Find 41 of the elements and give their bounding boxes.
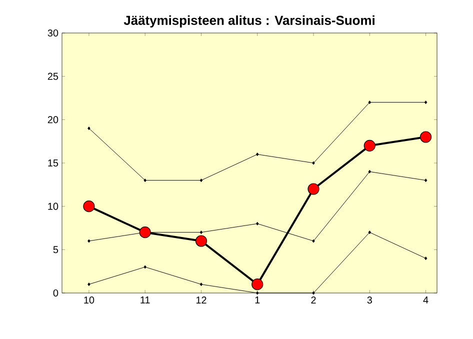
point — [88, 282, 90, 286]
y-tick-label: 25 — [48, 72, 58, 80]
point — [83, 200, 95, 212]
point — [256, 152, 259, 156]
point — [256, 291, 259, 295]
y-tick-label: 5 — [53, 246, 58, 254]
x-tick-label: 4 — [423, 296, 428, 304]
point — [200, 282, 203, 286]
point — [368, 170, 372, 174]
point — [88, 239, 90, 243]
point — [312, 291, 315, 295]
point — [368, 100, 372, 104]
point — [424, 256, 428, 260]
point — [368, 230, 372, 234]
point — [144, 178, 146, 182]
point — [200, 230, 203, 234]
x-tick-label: 1 — [255, 296, 260, 304]
x-tick-label: 12 — [196, 296, 206, 304]
point — [144, 265, 146, 269]
y-tick-label: 15 — [48, 160, 58, 166]
y-tick-label: 20 — [48, 116, 58, 124]
point — [308, 183, 320, 195]
point — [256, 222, 259, 226]
y-tick-label: 10 — [48, 202, 58, 210]
point — [200, 178, 203, 182]
point — [312, 161, 315, 165]
point — [364, 140, 376, 152]
point — [420, 131, 432, 143]
x-tick-label: 3 — [367, 296, 372, 304]
point — [195, 235, 208, 247]
point — [424, 178, 428, 182]
y-tick-label: 0 — [53, 289, 58, 297]
x-tick-label: 2 — [311, 296, 316, 304]
chart-title: Jäätymispisteen alitus : Varsinais-Suomi — [124, 15, 374, 28]
x-tick-label: 10 — [84, 296, 94, 304]
point — [424, 100, 428, 104]
x-tick-label: 11 — [140, 296, 150, 304]
y-tick-label: 30 — [48, 29, 58, 37]
point — [88, 126, 90, 130]
point — [312, 239, 315, 243]
point — [252, 278, 264, 290]
